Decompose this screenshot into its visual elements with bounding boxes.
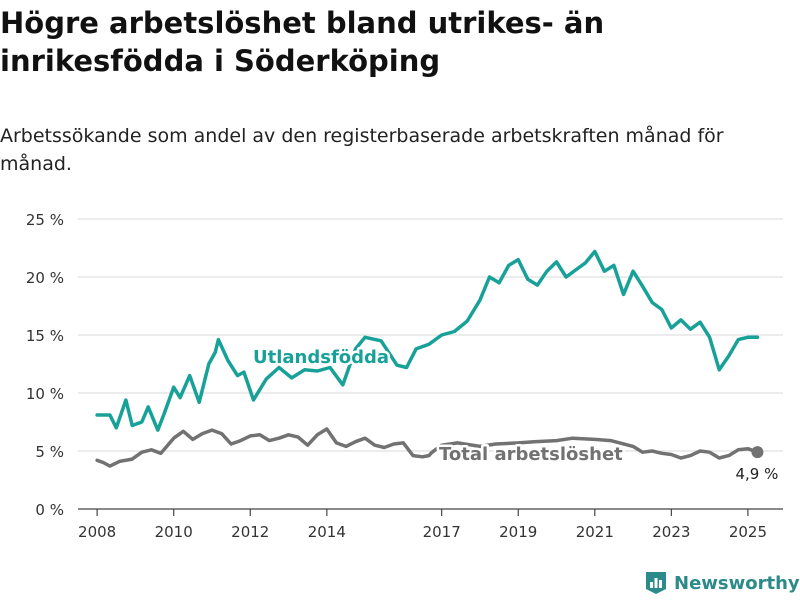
end-point-label: 4,9 % <box>735 465 778 483</box>
brand-name: Newsworthy <box>674 572 800 594</box>
x-tick-label: 2010 <box>155 523 193 541</box>
series-labels: Utlandsfödda Total arbetslöshet <box>251 345 626 468</box>
y-tick-label: 10 % <box>26 385 64 403</box>
series-line-utlandsfodda <box>95 249 760 432</box>
x-tick-label: 2017 <box>423 523 461 541</box>
y-tick-label: 20 % <box>26 269 64 287</box>
x-tick-label: 2019 <box>499 523 537 541</box>
y-tick-label: 25 % <box>26 211 64 229</box>
series-lines <box>95 249 760 468</box>
end-point-dot <box>751 446 764 459</box>
x-tick-label: 2014 <box>308 523 346 541</box>
chart-title: Högre arbetslöshet bland utrikes- än inr… <box>0 6 605 78</box>
x-tick-label: 2025 <box>729 523 767 541</box>
grid-lines <box>78 218 783 452</box>
chart-subtitle: Arbetssökande som andel av den registerb… <box>0 125 724 175</box>
x-tick-label: 2021 <box>576 523 614 541</box>
series-label-utlandsfodda: Utlandsfödda <box>253 347 389 368</box>
newsworthy-logo-icon <box>646 572 666 594</box>
newsworthy-brand[interactable]: Newsworthy <box>644 568 800 598</box>
y-axis-tick-labels: 0 % 5 % 10 % 15 % 20 % 25 % <box>26 211 64 519</box>
y-tick-label: 0 % <box>35 501 64 519</box>
x-tick-label: 2008 <box>78 523 116 541</box>
series-label-total-arbetsloshet: Total arbetslöshet <box>439 444 623 465</box>
y-tick-label: 15 % <box>26 327 64 345</box>
y-tick-label: 5 % <box>35 443 64 461</box>
x-tick-label: 2012 <box>231 523 269 541</box>
x-axis: 2008 2010 2012 2014 2017 2019 2021 2023 2025 <box>78 508 783 541</box>
x-tick-label: 2023 <box>652 523 690 541</box>
end-point-marker: 4,9 % <box>735 446 778 483</box>
series-line-total-arbetsloshet <box>95 427 760 468</box>
